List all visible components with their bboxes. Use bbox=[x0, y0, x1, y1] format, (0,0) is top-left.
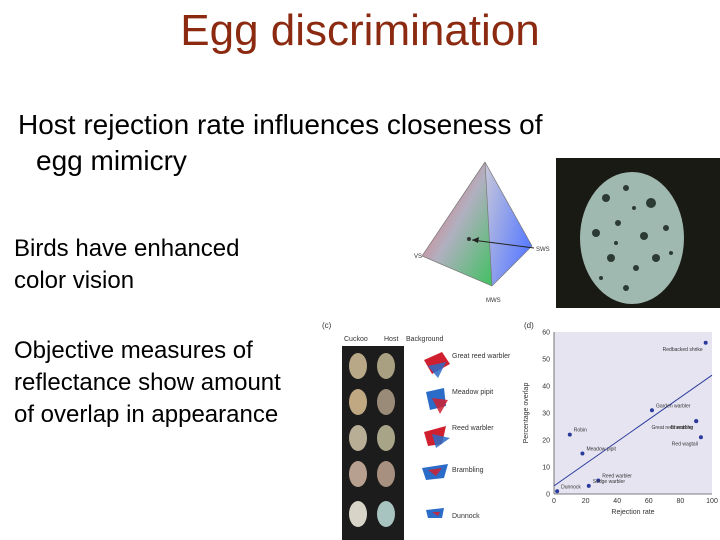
host-label-2: Meadow pipit bbox=[452, 389, 493, 396]
point-label: Sedge warbler bbox=[593, 479, 626, 485]
data-point bbox=[567, 432, 572, 437]
col-cuckoo-label: Cuckoo bbox=[344, 336, 368, 343]
y-tick-label: 0 bbox=[546, 492, 550, 499]
x-tick-label: 100 bbox=[706, 498, 718, 505]
y-tick-label: 20 bbox=[542, 438, 550, 445]
x-tick-label: 60 bbox=[645, 498, 653, 505]
data-point bbox=[580, 451, 585, 456]
color-tetrahedron-figure: SWS MWS VS bbox=[414, 161, 550, 304]
sub1-line-2: color vision bbox=[14, 267, 135, 294]
panel-c-label: (c) bbox=[322, 321, 332, 330]
label-mws: MWS bbox=[486, 298, 501, 304]
point-label: Great reed warbler bbox=[652, 425, 694, 431]
point-label: Reed warbler bbox=[602, 474, 632, 480]
data-point bbox=[694, 419, 699, 424]
egg-row-2 bbox=[349, 388, 448, 415]
col-host-label: Host bbox=[384, 336, 398, 343]
bullet-line-1: Host rejection rate influences closeness… bbox=[18, 109, 543, 140]
egg-row-1 bbox=[349, 352, 450, 379]
point-label: Meadow pipit bbox=[586, 447, 616, 453]
tetra-right-face bbox=[485, 162, 532, 286]
bullet-line-2: egg mimicry bbox=[36, 145, 187, 176]
data-point bbox=[586, 483, 591, 488]
sub2-line-3: of overlap in appearance bbox=[14, 401, 279, 428]
tetra-arrow-head bbox=[472, 237, 479, 243]
egg-row-3 bbox=[349, 425, 450, 451]
point-label: Robin bbox=[574, 428, 587, 434]
point-label: Garden warbler bbox=[656, 403, 691, 409]
label-sws: SWS bbox=[536, 247, 550, 253]
sub2-line-2: reflectance show amount bbox=[14, 369, 281, 396]
egg-shell bbox=[580, 172, 684, 304]
data-point bbox=[698, 435, 703, 440]
point-label: Brambling bbox=[671, 425, 694, 431]
label-vs: VS bbox=[414, 254, 422, 260]
host-label-4: Brambling bbox=[452, 467, 484, 474]
y-axis-label: Percentage overlap bbox=[523, 383, 530, 444]
trend-line bbox=[553, 374, 713, 487]
host-label-5: Dunnock bbox=[452, 513, 480, 520]
egg-speckles bbox=[592, 185, 673, 291]
x-tick-label: 80 bbox=[677, 498, 685, 505]
host-label-3: Reed warbler bbox=[452, 425, 494, 432]
x-tick-label: 0 bbox=[552, 498, 556, 505]
tetra-arrow-line bbox=[471, 239, 535, 249]
y-tick-label: 60 bbox=[542, 330, 550, 337]
egg-row-4 bbox=[349, 461, 448, 487]
host-label-1: Great reed warbler bbox=[452, 353, 511, 360]
col-background-label: Background bbox=[406, 336, 443, 343]
data-point bbox=[555, 489, 560, 494]
tetra-point bbox=[467, 237, 471, 241]
data-point bbox=[596, 478, 601, 483]
x-tick-label: 40 bbox=[613, 498, 621, 505]
data-point bbox=[649, 408, 654, 413]
point-label: Red wagtail bbox=[672, 441, 698, 447]
overlap-scatter-chart: (d) 0 20 40 60 80 100 0 10 20 30 40 50 60 Robin Meado… bbox=[523, 321, 718, 516]
panel-d-label: (d) bbox=[524, 321, 534, 330]
tetra-left-face bbox=[422, 162, 492, 286]
main-bullet: Host rejection rate influences closeness… bbox=[16, 108, 543, 178]
egg-row-5 bbox=[349, 501, 444, 527]
egg-comparison-panel: (c) Cuckoo Host Background Great reed wa… bbox=[322, 321, 511, 540]
slide-title: Egg discrimination bbox=[180, 6, 540, 55]
sub-point-color-vision: Birds have enhanced color vision bbox=[14, 233, 240, 297]
y-tick-label: 10 bbox=[542, 465, 550, 472]
data-point bbox=[703, 340, 708, 345]
y-tick-label: 50 bbox=[542, 357, 550, 364]
speckled-egg-photo bbox=[556, 158, 720, 308]
y-tick-label: 30 bbox=[542, 411, 550, 418]
sub2-line-1: Objective measures of bbox=[14, 337, 253, 364]
x-tick-label: 20 bbox=[582, 498, 590, 505]
point-label: Redbacked shrike bbox=[663, 347, 703, 353]
y-tick-label: 40 bbox=[542, 384, 550, 391]
sub1-line-1: Birds have enhanced bbox=[14, 235, 240, 262]
point-label: Dunnock bbox=[561, 484, 581, 490]
sub-point-reflectance: Objective measures of reflectance show a… bbox=[14, 335, 281, 431]
tetra-edges bbox=[421, 161, 533, 287]
x-axis-label: Rejection rate bbox=[611, 509, 654, 516]
